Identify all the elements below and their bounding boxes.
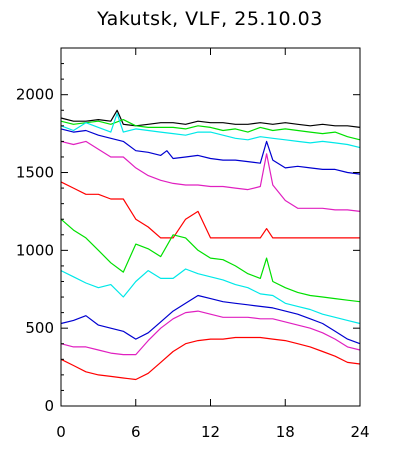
series-line-8: [60, 268, 361, 325]
x-tick-label: 12: [201, 423, 220, 441]
series-layer: [60, 109, 361, 381]
series-line-7: [60, 218, 361, 303]
series-line-5: [60, 140, 361, 212]
x-axis: 0 6 12 18 24: [56, 48, 370, 441]
y-axis: 0 500 1000 1500 2000: [16, 63, 360, 415]
series-line-10: [60, 310, 361, 356]
x-tick-label: 0: [56, 423, 66, 441]
y-tick-label: 500: [25, 319, 54, 337]
series-line-1: [60, 109, 361, 128]
x-tick-label: 24: [350, 423, 369, 441]
x-tick-label: 18: [276, 423, 295, 441]
series-line-2: [60, 118, 361, 141]
series-line-6: [60, 181, 360, 239]
series-line-11: [60, 336, 361, 381]
series-line-9: [60, 294, 361, 345]
y-tick-label: 1000: [16, 241, 54, 259]
y-tick-label: 0: [44, 397, 54, 415]
y-tick-label: 1500: [16, 164, 54, 182]
chart-title: Yakutsk, VLF, 25.10.03: [97, 8, 323, 30]
series-line-3: [60, 112, 361, 149]
y-tick-label: 2000: [16, 86, 54, 104]
series-line-4: [60, 128, 361, 175]
x-tick-label: 6: [131, 423, 141, 441]
